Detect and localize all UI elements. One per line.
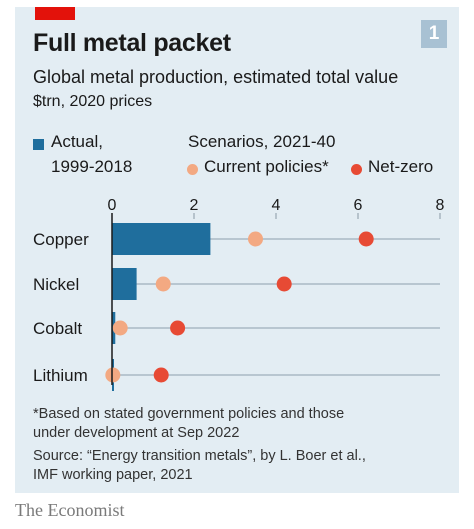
netzero-dot — [358, 231, 374, 247]
footnote-line-2: under development at Sep 2022 — [33, 425, 240, 441]
footnote-line-1: *Based on stated government policies and… — [33, 406, 345, 422]
current-policies-dot — [112, 320, 128, 336]
legend-netzero-label: Net-zero — [368, 157, 434, 176]
category-label: Copper — [33, 230, 89, 249]
brand-red-tag — [35, 7, 75, 20]
x-tick-label: 2 — [190, 197, 199, 214]
legend-current-label: Current policies* — [204, 157, 329, 176]
brand-wordmark: The Economist — [15, 500, 125, 520]
chart-plot: 0 2 4 6 8 Copper Nickel Cobalt Lithium — [33, 197, 445, 391]
x-tick-label: 0 — [108, 197, 117, 214]
legend-current-dot — [187, 164, 198, 175]
current-policies-dot — [105, 367, 121, 383]
x-tick-label: 6 — [354, 197, 363, 214]
chart-title: Full metal packet — [33, 29, 231, 57]
actual-bar — [112, 268, 137, 300]
category-label: Lithium — [33, 366, 88, 385]
category-label: Nickel — [33, 275, 79, 294]
source-line-1: Source: “Energy transition metals”, by L… — [33, 448, 366, 464]
legend-actual-label: Actual, — [51, 132, 103, 151]
x-tick-label: 8 — [436, 197, 445, 214]
current-policies-dot — [155, 276, 171, 292]
chart-subtitle: Global metal production, estimated total… — [33, 67, 399, 87]
chart-units: $trn, 2020 prices — [33, 93, 153, 110]
footnote: *Based on stated government policies and… — [33, 405, 344, 443]
chart-number-badge: 1 — [421, 20, 447, 48]
x-tick-label: 4 — [272, 197, 281, 214]
source-note: Source: “Energy transition metals”, by L… — [33, 447, 366, 485]
actual-bar — [112, 223, 211, 255]
current-policies-dot — [248, 231, 263, 247]
legend-netzero-dot — [351, 164, 362, 175]
category-label: Cobalt — [33, 319, 82, 338]
legend-scenarios-label: Scenarios, 2021-40 — [188, 132, 336, 151]
netzero-dot — [170, 320, 186, 336]
legend-actual-period: 1999-2018 — [51, 157, 133, 176]
netzero-dot — [276, 276, 292, 292]
netzero-dot — [153, 367, 169, 383]
legend-actual-swatch — [33, 139, 44, 150]
chart-panel: 1 Full metal packet Global metal product… — [15, 7, 459, 493]
source-line-2: IMF working paper, 2021 — [33, 467, 193, 483]
